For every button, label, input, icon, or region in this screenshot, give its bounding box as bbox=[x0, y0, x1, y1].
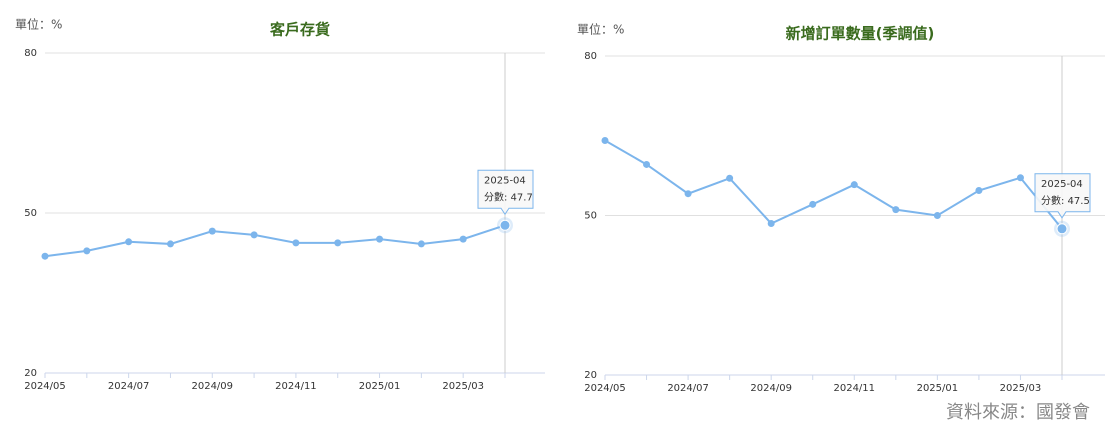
point bbox=[892, 206, 900, 214]
point bbox=[41, 252, 49, 260]
point bbox=[643, 160, 651, 168]
point bbox=[726, 174, 734, 182]
point bbox=[125, 238, 133, 246]
point bbox=[601, 137, 609, 145]
point bbox=[83, 247, 91, 255]
point bbox=[809, 200, 817, 208]
y-tick-label: 80 bbox=[24, 48, 37, 59]
tooltip-text: 分數: 47.7 bbox=[484, 190, 533, 203]
point bbox=[292, 239, 300, 247]
point bbox=[975, 187, 983, 195]
series-line bbox=[44, 224, 506, 258]
point bbox=[499, 219, 511, 231]
source: 資料來源：國發會 bbox=[946, 402, 1090, 423]
point bbox=[166, 240, 174, 248]
x-tick-label: 2024/07 bbox=[667, 383, 709, 394]
point bbox=[376, 235, 384, 243]
point bbox=[459, 235, 467, 243]
y-tick-label: 50 bbox=[24, 208, 37, 219]
x-tick-label: 2025/01 bbox=[917, 383, 959, 394]
point bbox=[684, 190, 692, 198]
unit-label: 單位：% bbox=[577, 22, 624, 37]
chart-title: 新增訂單數量(季調值) bbox=[786, 25, 935, 43]
tooltip-text: 分數: 47.5 bbox=[1041, 194, 1090, 207]
unit-label: 單位：% bbox=[15, 17, 62, 32]
x-tick-label: 2024/05 bbox=[584, 383, 626, 394]
y-tick-label: 20 bbox=[584, 370, 597, 381]
x-tick-label: 2025/01 bbox=[359, 381, 401, 392]
x-tick-label: 2024/09 bbox=[191, 381, 233, 392]
x-tick-label: 2024/11 bbox=[833, 383, 875, 394]
point bbox=[1056, 223, 1068, 235]
tooltip-box bbox=[1034, 173, 1091, 219]
series-line bbox=[604, 139, 1063, 230]
tooltip-title: 2025-04 bbox=[1041, 179, 1083, 190]
point bbox=[850, 181, 858, 189]
point bbox=[208, 227, 216, 235]
point bbox=[767, 219, 775, 227]
x-tick-label: 2024/05 bbox=[24, 381, 66, 392]
x-tick-label: 2025/03 bbox=[442, 381, 484, 392]
tooltip-title: 2025-04 bbox=[484, 175, 526, 186]
x-tick-label: 2024/07 bbox=[108, 381, 150, 392]
tooltip-box bbox=[477, 169, 534, 216]
point bbox=[1016, 174, 1024, 182]
y-tick-label: 50 bbox=[584, 211, 597, 222]
y-tick-label: 80 bbox=[584, 51, 597, 62]
y-tick-label: 20 bbox=[24, 368, 37, 379]
x-tick-label: 2024/09 bbox=[750, 383, 792, 394]
point bbox=[417, 240, 425, 248]
x-tick-label: 2024/11 bbox=[275, 381, 317, 392]
point bbox=[250, 231, 258, 239]
point bbox=[933, 212, 941, 219]
point bbox=[334, 239, 342, 247]
x-tick-label: 2025/03 bbox=[1000, 383, 1042, 394]
chart-title: 客戶存貨 bbox=[269, 21, 330, 39]
